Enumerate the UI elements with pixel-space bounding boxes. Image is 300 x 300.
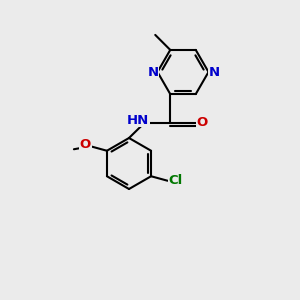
Text: N: N	[147, 65, 159, 79]
Text: HN: HN	[127, 114, 149, 127]
Text: Cl: Cl	[169, 174, 183, 187]
Text: O: O	[197, 116, 208, 129]
Text: N: N	[208, 65, 220, 79]
Text: O: O	[80, 138, 91, 151]
